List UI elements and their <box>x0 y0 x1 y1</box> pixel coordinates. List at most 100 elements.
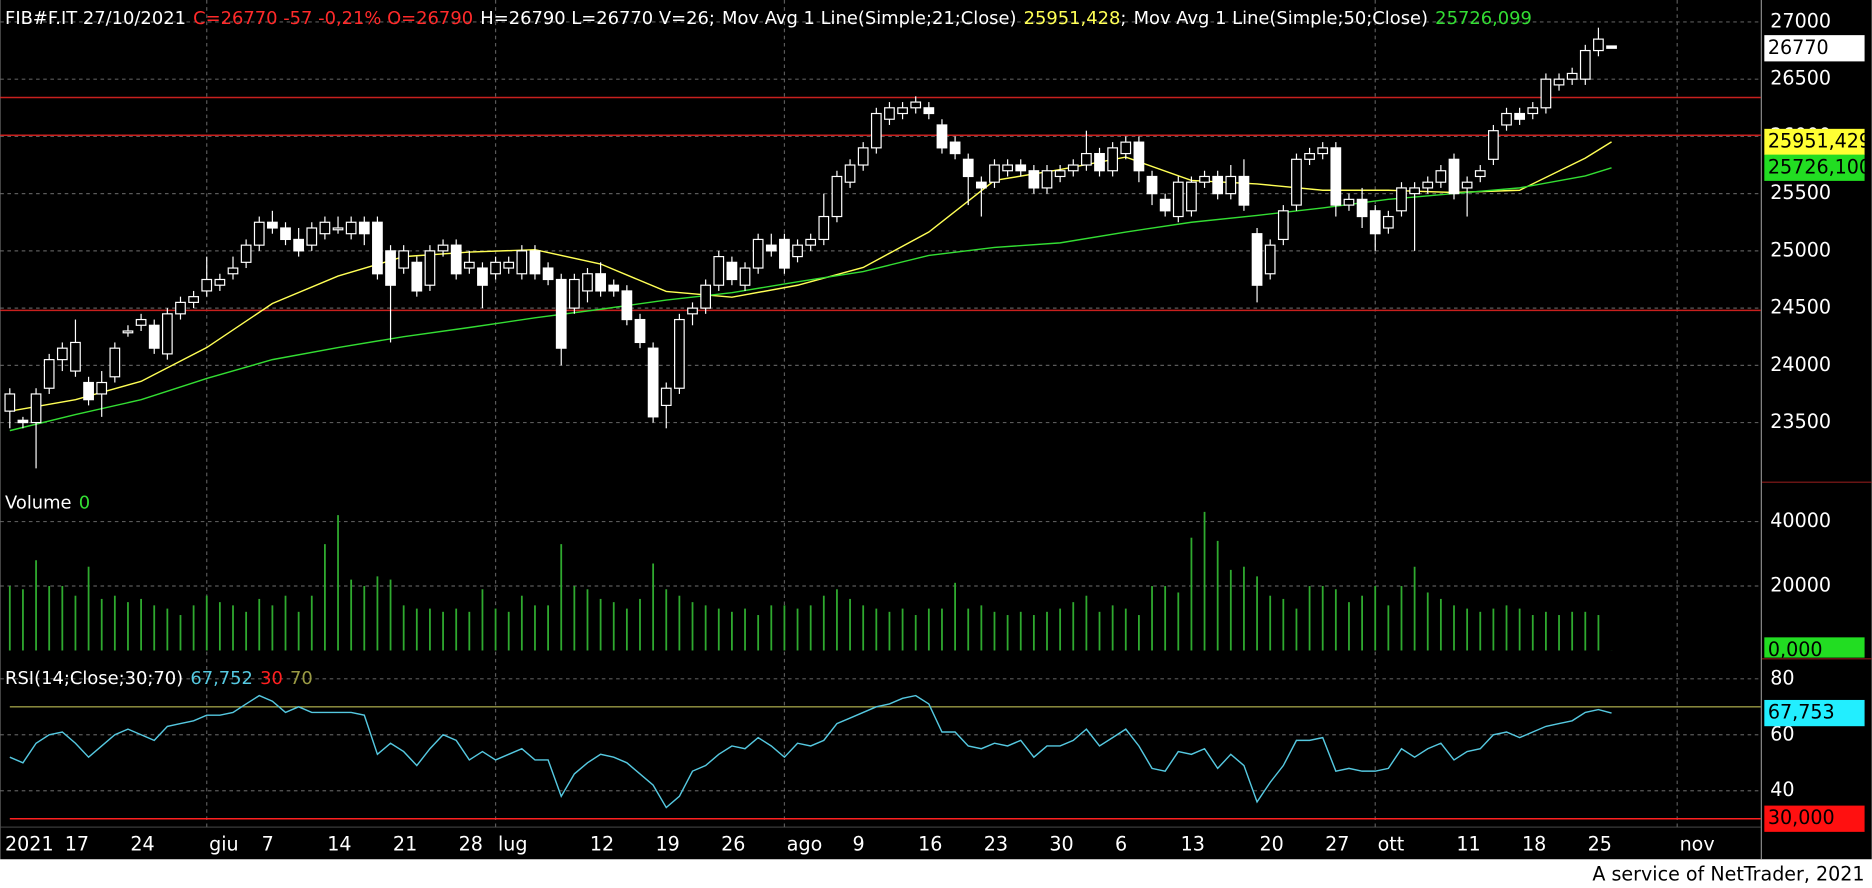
value-badge <box>1764 128 1865 156</box>
candle-body <box>372 221 383 275</box>
candle-body <box>1015 164 1027 172</box>
candle-body <box>306 227 318 246</box>
legend: Volume 0 <box>5 493 90 514</box>
candle-body <box>30 393 42 424</box>
candle-body <box>1133 141 1145 172</box>
candle-body <box>1330 147 1342 206</box>
y-tick-label: 27000 <box>1770 9 1831 32</box>
x-tick-label: 23 <box>984 833 1008 856</box>
candle-body <box>1277 210 1289 241</box>
x-tick-label: 17 <box>65 833 89 856</box>
legend-item: 0 <box>79 493 90 514</box>
legend-item: 25951,428 <box>1024 8 1121 29</box>
candle-body <box>1474 170 1486 178</box>
candle-body <box>188 296 199 303</box>
candle-body <box>1606 45 1617 49</box>
y-tick-label: 24000 <box>1770 353 1831 376</box>
candle-body <box>805 238 817 246</box>
legend: FIB#F.IT 27/10/2021 C=26770 -57 -0,21% O=… <box>5 8 1532 29</box>
x-tick-label: 21 <box>393 833 417 856</box>
candle-body <box>765 244 777 252</box>
candle-body <box>503 261 515 269</box>
x-tick-label: 24 <box>130 833 154 856</box>
candle-body <box>424 250 436 286</box>
candle-body <box>214 278 226 286</box>
legend-item: Volume <box>5 493 72 514</box>
candle-body <box>1540 78 1552 109</box>
value-badge-label: 0,000 <box>1768 638 1823 661</box>
y-tick-label: 26500 <box>1770 67 1831 90</box>
candle-body <box>1291 158 1302 206</box>
candle-body <box>463 261 475 269</box>
candle-body <box>1225 175 1237 195</box>
value-badge <box>1764 699 1865 727</box>
x-tick-label: 27 <box>1325 833 1349 856</box>
candle-body <box>674 318 685 389</box>
candle-body <box>411 261 423 292</box>
legend-item: 67,752 <box>190 668 253 689</box>
candle-body <box>739 267 751 286</box>
candle-body <box>83 381 94 401</box>
candle-body <box>962 158 974 178</box>
candle-body <box>687 307 698 315</box>
candle-body <box>293 238 305 252</box>
candle-body <box>1041 170 1053 189</box>
y-tick-label: 23500 <box>1770 410 1831 433</box>
candle-body <box>1593 38 1604 52</box>
candle-body <box>1107 147 1119 172</box>
candle-body <box>1579 49 1591 80</box>
x-tick-label: 9 <box>852 833 864 856</box>
candle-body <box>818 215 830 241</box>
x-tick-label: lug <box>498 833 528 856</box>
candle-body <box>910 101 922 109</box>
candle-body <box>490 261 501 275</box>
candle-body <box>1238 175 1250 206</box>
candle-body <box>1448 158 1460 195</box>
legend-item: H=26790 L=26770 V=26; <box>480 8 715 29</box>
x-tick-label: 19 <box>656 833 680 856</box>
candle-body <box>542 267 554 281</box>
candle-body <box>595 273 606 292</box>
candle-body <box>1514 112 1526 120</box>
legend-item: C=26770 -57 -0,21% O=26790 <box>193 8 473 29</box>
value-badge <box>1764 637 1865 658</box>
candle-body <box>1382 215 1394 229</box>
candle-body <box>1251 233 1263 286</box>
candle-body <box>1054 170 1066 178</box>
candle-body <box>1159 198 1171 212</box>
candle-body <box>175 301 186 315</box>
candle-body <box>1212 175 1224 195</box>
candle-body <box>1186 181 1197 212</box>
legend-item: Mov Avg 1 Line(Simple;50;Close) <box>1134 8 1428 29</box>
candle-body <box>1081 152 1092 166</box>
y-tick-label: 60 <box>1770 722 1794 745</box>
x-tick-label: ago <box>787 833 822 856</box>
candle-body <box>634 318 646 344</box>
candle-body <box>1264 244 1276 275</box>
value-badge-label: 26770 <box>1768 36 1829 59</box>
candle-body <box>437 244 449 252</box>
x-tick-label: 14 <box>327 833 351 856</box>
legend-item: Mov Avg 1 Line(Simple;21;Close) <box>722 8 1016 29</box>
x-tick-label: 16 <box>918 833 942 856</box>
candle-body <box>752 238 764 269</box>
rsi-line <box>9 694 1612 809</box>
candle-body <box>1028 170 1040 189</box>
candle-body <box>1461 181 1473 189</box>
candle-body <box>621 290 633 321</box>
value-badge-label: 25726,100 <box>1768 155 1871 178</box>
candle-body <box>385 250 396 286</box>
candle-body <box>516 250 528 275</box>
candle-body <box>122 330 134 334</box>
candle-body <box>201 278 213 292</box>
x-tick-label: 13 <box>1181 833 1205 856</box>
candle-body <box>1501 112 1512 126</box>
candle-body <box>608 284 620 292</box>
candle-body <box>1094 152 1105 172</box>
legend-item: FIB#F.IT 27/10/2021 <box>5 8 186 29</box>
legend-item: RSI(14;Close;30;70) <box>5 668 183 689</box>
candle-body <box>555 278 567 349</box>
candle-body <box>70 341 81 372</box>
footer-band <box>0 859 1872 888</box>
